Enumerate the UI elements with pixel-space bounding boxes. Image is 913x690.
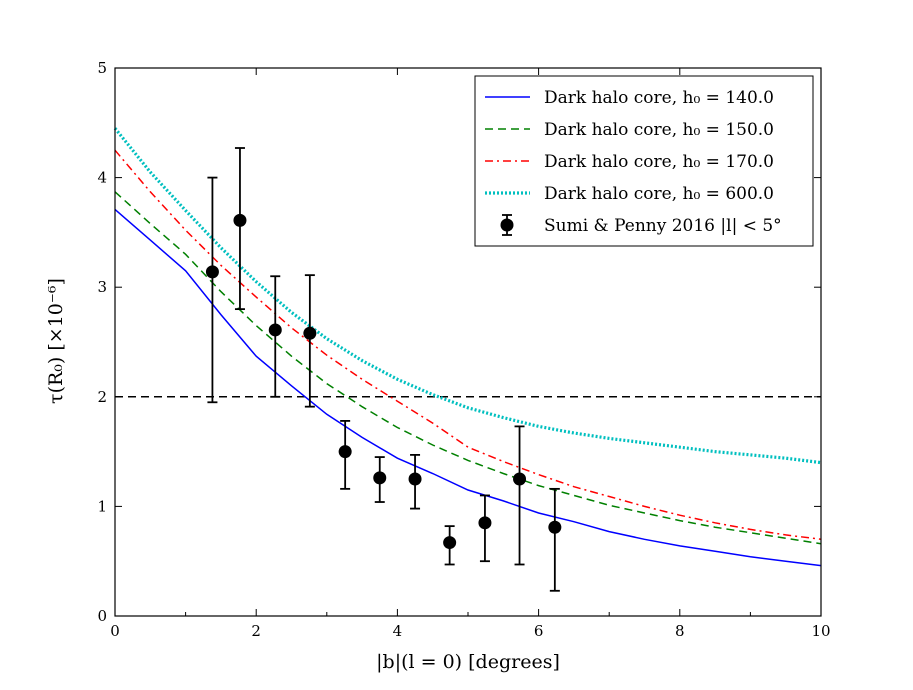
data-marker xyxy=(548,520,562,534)
data-point-6 xyxy=(373,456,387,503)
data-marker xyxy=(233,213,247,227)
axis-ticks: 0 2 4 6 8 10 0 1 2 3 4 5 xyxy=(97,59,830,640)
x-tick-label: 4 xyxy=(393,622,403,640)
legend-entry-2: Dark halo core, h₀ = 150.0 xyxy=(485,120,774,140)
data-point-3 xyxy=(268,275,282,398)
legend-box xyxy=(474,75,814,247)
legend-entry-1: Dark halo core, h₀ = 140.0 xyxy=(485,88,774,108)
legend-entry-4: Dark halo core, h₀ = 600.0 xyxy=(485,184,774,204)
series-line-4 xyxy=(113,127,822,465)
y-tick-label: 2 xyxy=(97,388,107,406)
legend-marker-swatch xyxy=(500,218,514,232)
x-tick-label: 6 xyxy=(534,622,544,640)
data-marker xyxy=(205,265,219,279)
x-tick-label: 10 xyxy=(811,622,830,640)
data-marker xyxy=(408,472,422,486)
data-point-7 xyxy=(408,453,422,510)
data-point-10 xyxy=(513,425,527,566)
data-point-9 xyxy=(478,494,492,563)
data-marker xyxy=(268,323,282,337)
x-tick-label: 8 xyxy=(675,622,685,640)
legend-entry-5: Sumi & Penny 2016 |l| < 5° xyxy=(500,214,782,236)
series-line-1 xyxy=(114,208,822,567)
data-point-2 xyxy=(233,147,247,311)
data-point-5 xyxy=(338,420,352,490)
legend-label: Dark halo core, h₀ = 600.0 xyxy=(544,184,774,204)
data-point-4 xyxy=(303,274,317,408)
y-tick-label: 3 xyxy=(97,278,107,296)
data-point-11 xyxy=(548,487,562,592)
x-axis-label: |b|(l = 0) [degrees] xyxy=(376,651,560,673)
legend: Dark halo core, h₀ = 140.0 Dark halo core… xyxy=(474,75,814,247)
y-axis-label: τ(R₀) [×10⁻⁶] xyxy=(45,278,67,404)
y-tick-label: 4 xyxy=(97,169,107,187)
legend-label: Sumi & Penny 2016 |l| < 5° xyxy=(544,216,782,236)
data-point-1 xyxy=(205,176,219,404)
legend-entry-3: Dark halo core, h₀ = 170.0 xyxy=(485,152,774,172)
data-point-8 xyxy=(443,525,457,566)
plot-area xyxy=(113,67,822,617)
data-marker xyxy=(303,326,317,340)
data-marker xyxy=(513,472,527,486)
series-line-2 xyxy=(114,191,822,545)
y-tick-label: 0 xyxy=(97,607,107,625)
x-tick-label: 2 xyxy=(251,622,261,640)
data-marker xyxy=(443,536,457,550)
legend-label: Dark halo core, h₀ = 170.0 xyxy=(544,152,774,172)
data-marker xyxy=(478,516,492,530)
y-tick-label: 5 xyxy=(97,59,107,77)
data-marker xyxy=(338,445,352,459)
y-tick-label: 1 xyxy=(97,497,107,515)
legend-label: Dark halo core, h₀ = 150.0 xyxy=(544,120,774,140)
data-marker xyxy=(373,471,387,485)
x-tick-label: 0 xyxy=(110,622,120,640)
legend-label: Dark halo core, h₀ = 140.0 xyxy=(544,88,774,108)
